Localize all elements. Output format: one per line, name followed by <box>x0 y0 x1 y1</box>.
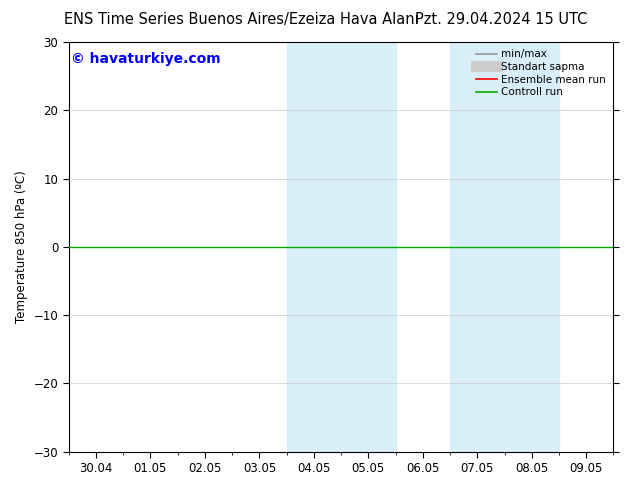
Bar <box>287 42 396 452</box>
Text: Pzt. 29.04.2024 15 UTC: Pzt. 29.04.2024 15 UTC <box>415 12 587 27</box>
Text: ENS Time Series Buenos Aires/Ezeiza Hava Alanı: ENS Time Series Buenos Aires/Ezeiza Hava… <box>63 12 418 27</box>
Legend: min/max, Standart sapma, Ensemble mean run, Controll run: min/max, Standart sapma, Ensemble mean r… <box>474 47 608 99</box>
Y-axis label: Temperature 850 hPa (ºC): Temperature 850 hPa (ºC) <box>15 171 28 323</box>
Text: © havaturkiye.com: © havaturkiye.com <box>72 52 221 66</box>
Bar <box>450 42 559 452</box>
